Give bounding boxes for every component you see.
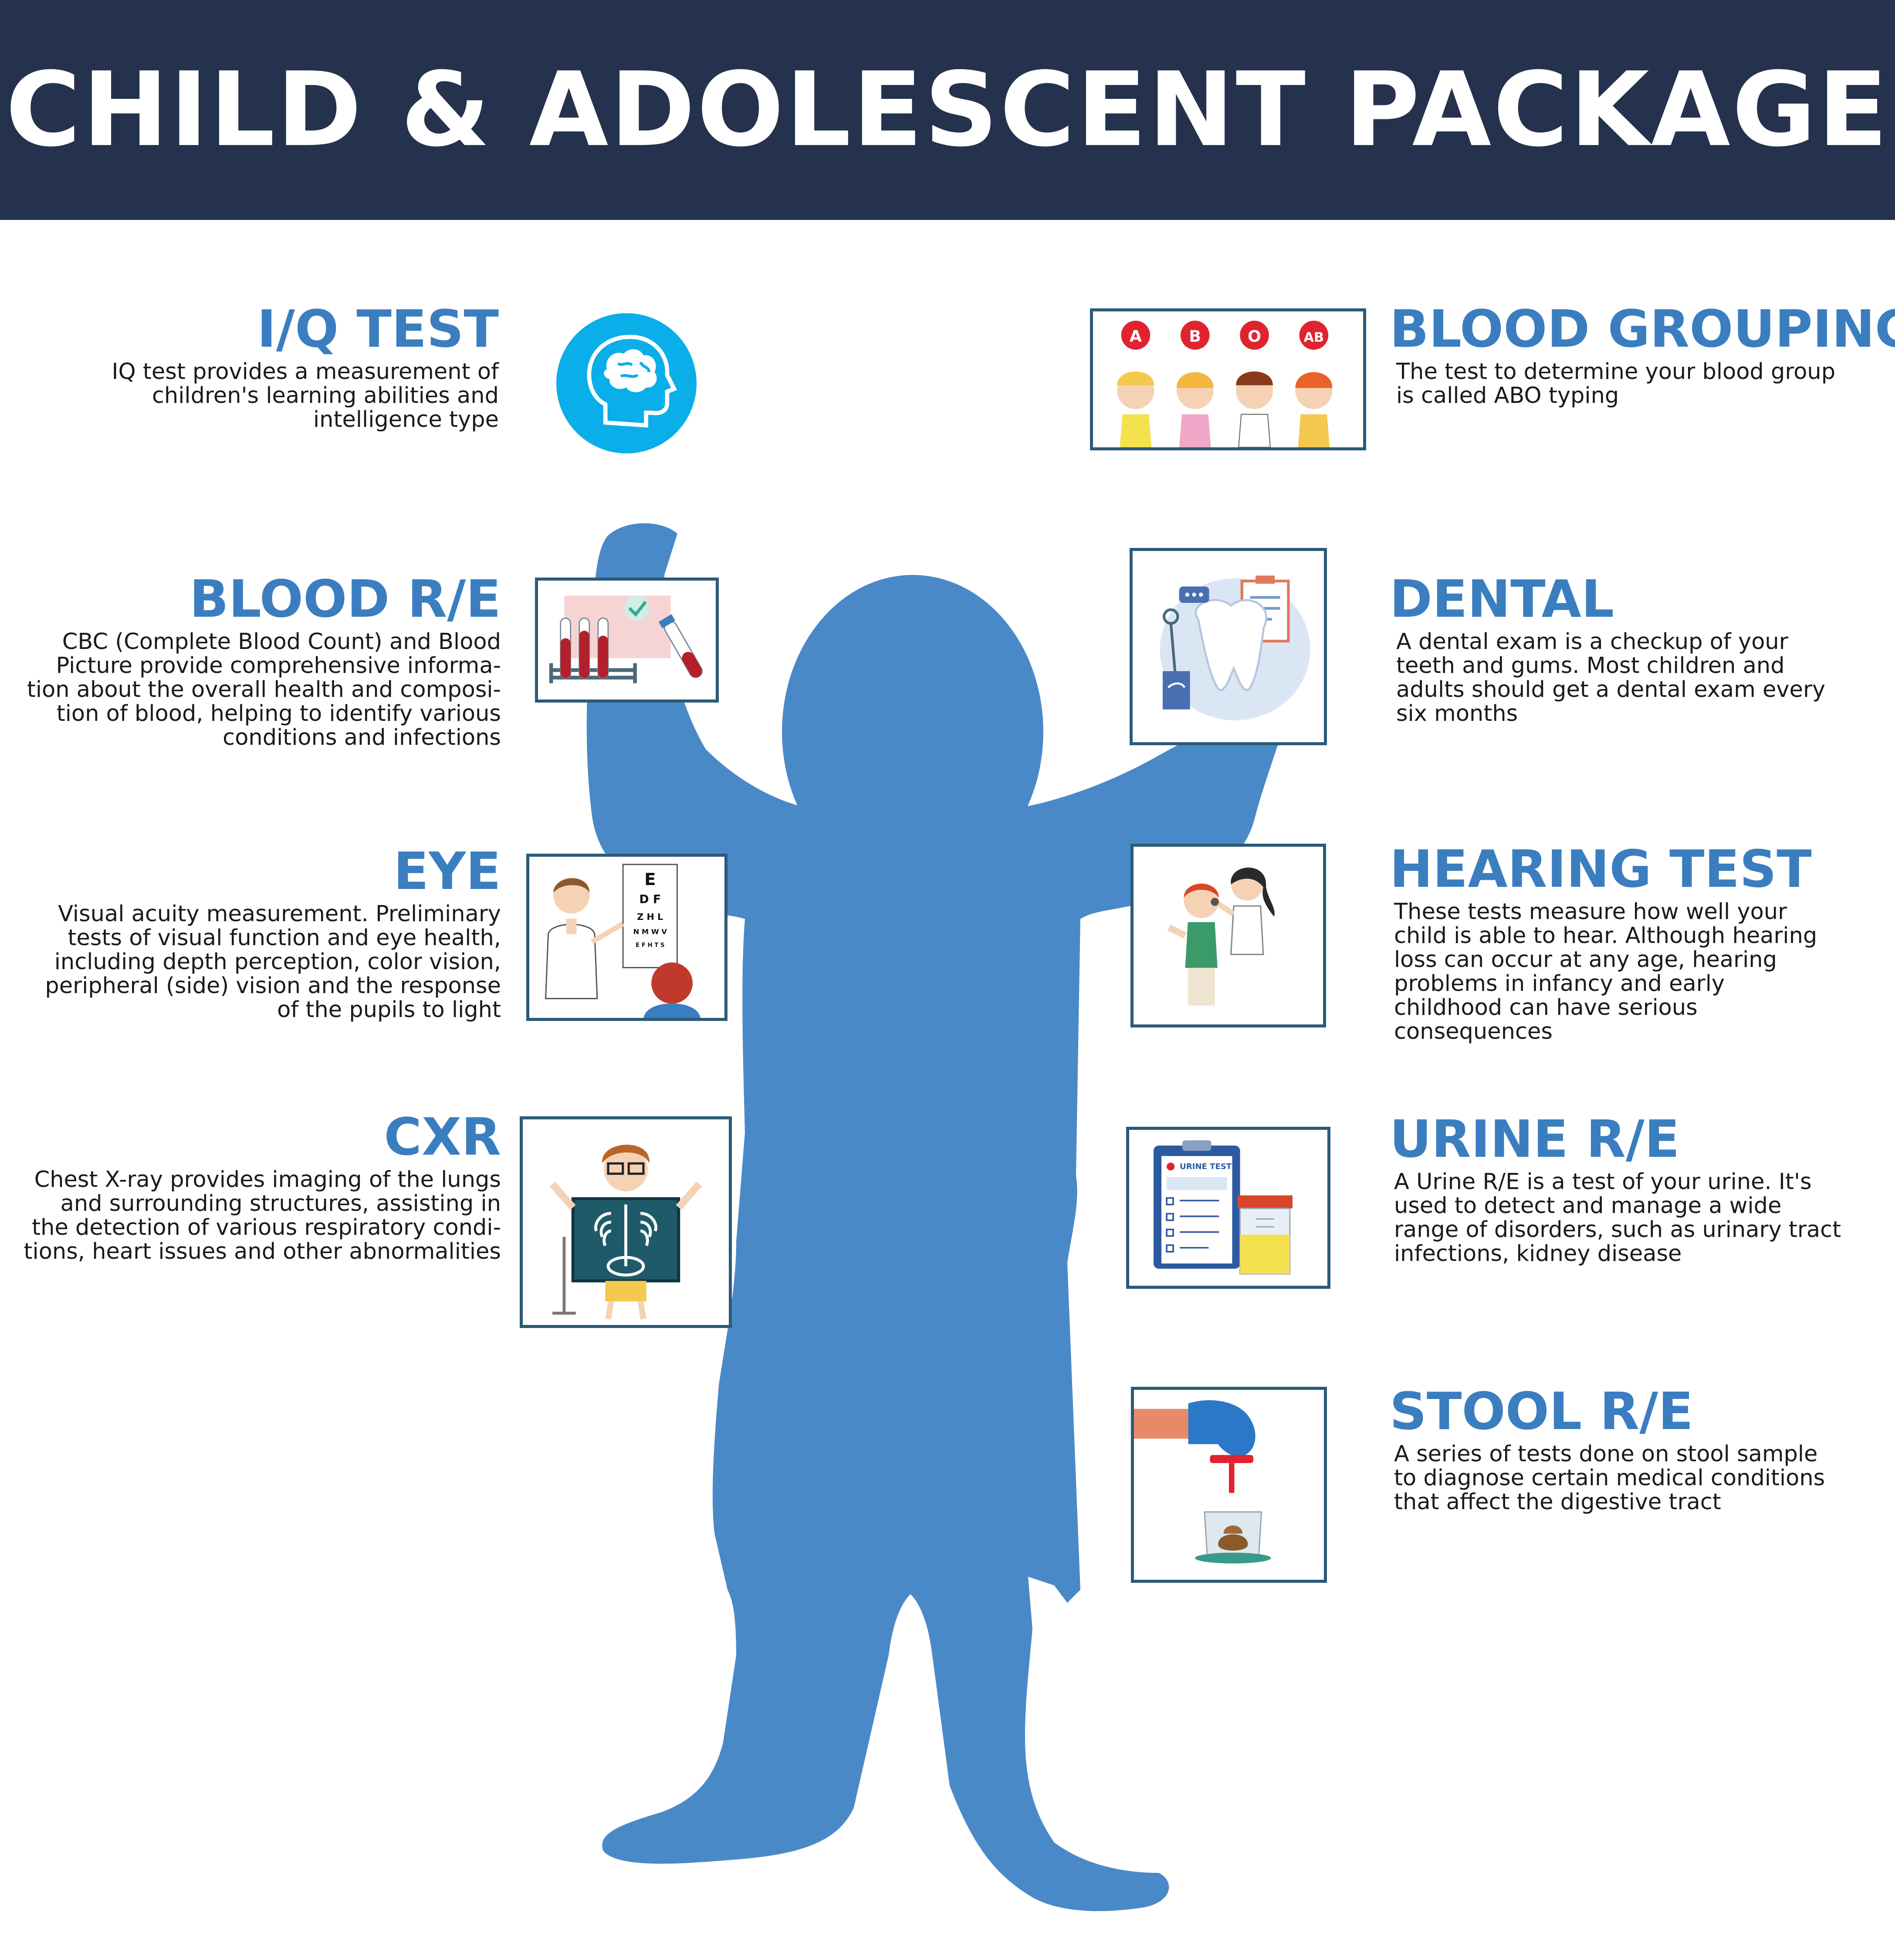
dental-description: A dental exam is a checkup of your teeth … (1396, 629, 1826, 727)
hearing-exam-icon (1167, 867, 1275, 1006)
urine-description: A Urine R/E is a test of your urine. It'… (1394, 1169, 1841, 1267)
stool-section: STOOL R/E A series of tests done on stoo… (1390, 1383, 1891, 1514)
blood-re-title: BLOOD R/E (189, 569, 501, 629)
dental-title: DENTAL (1390, 569, 1614, 629)
blood-re-section: BLOOD R/E CBC (Complete Blood Count) and… (17, 571, 501, 750)
svg-text:O: O (1248, 327, 1261, 346)
stool-description: A series of tests done on stool sample to… (1394, 1441, 1825, 1515)
urine-section: URINE R/E A Urine R/E is a test of your … (1390, 1111, 1891, 1266)
svg-text:E: E (644, 870, 656, 889)
cxr-section: CXR Chest X-ray provides imaging of the … (17, 1108, 501, 1264)
blood-grouping-section: BLOOD GROUPING The test to determine you… (1390, 299, 1895, 409)
svg-text:B: B (1189, 327, 1201, 346)
urine-card: URINE TEST (1126, 1127, 1330, 1289)
svg-text:D F: D F (639, 893, 661, 906)
iq-test-title: I/Q TEST (257, 299, 499, 359)
blood-grouping-card: A B O AB (1090, 308, 1366, 450)
hearing-section: HEARING TEST These tests measure how wel… (1390, 841, 1891, 1044)
stool-sample-icon (1134, 1400, 1271, 1564)
svg-text:URINE TEST: URINE TEST (1180, 1162, 1232, 1171)
svg-text:Z H L: Z H L (637, 912, 663, 922)
page-title: CHILD & ADOLESCENT PACKAGE (5, 51, 1890, 169)
brain-head-icon (556, 313, 697, 453)
blood-grouping-description: The test to determine your blood group is… (1396, 359, 1836, 409)
eye-chart-icon: E D F Z H L N M W V E F H T S (545, 864, 700, 1018)
svg-text:N M W V: N M W V (633, 928, 667, 936)
cxr-title: CXR (384, 1107, 501, 1167)
stool-title: STOOL R/E (1390, 1381, 1693, 1441)
cxr-card (520, 1116, 732, 1328)
header-banner: CHILD & ADOLESCENT PACKAGE (0, 0, 1895, 220)
dental-section: DENTAL A dental exam is a checkup of you… (1390, 571, 1891, 726)
svg-text:AB: AB (1304, 330, 1324, 345)
svg-text:E F H T S: E F H T S (636, 942, 665, 949)
eye-description: Visual acuity measurement. Preliminary te… (45, 901, 501, 1023)
iq-test-description: IQ test provides a measurement of childre… (112, 359, 499, 433)
cxr-description: Chest X-ray provides imaging of the lung… (24, 1167, 501, 1264)
blood-grouping-title: BLOOD GROUPING (1390, 299, 1895, 359)
hearing-title: HEARING TEST (1390, 839, 1812, 899)
eye-section: EYE Visual acuity measurement. Prelimina… (30, 843, 501, 1022)
eye-card: E D F Z H L N M W V E F H T S (526, 854, 728, 1021)
blood-re-card (535, 578, 719, 703)
eye-title: EYE (393, 841, 501, 901)
blood-group-kids-icon: A B O AB (1117, 321, 1333, 447)
stool-card (1131, 1387, 1327, 1583)
blood-re-description: CBC (Complete Blood Count) and Blood Pict… (27, 629, 501, 750)
urine-test-icon: URINE TEST (1154, 1140, 1293, 1275)
tooth-icon (1160, 575, 1310, 720)
blood-tubes-icon (549, 595, 703, 683)
hearing-card (1130, 844, 1326, 1027)
hearing-description: These tests measure how well your child i… (1394, 899, 1817, 1044)
svg-text:A: A (1130, 327, 1142, 346)
dental-card (1130, 548, 1327, 745)
xray-icon (549, 1145, 702, 1320)
urine-title: URINE R/E (1390, 1109, 1680, 1169)
iq-test-section: I/Q TEST IQ test provides a measurement … (87, 301, 499, 432)
